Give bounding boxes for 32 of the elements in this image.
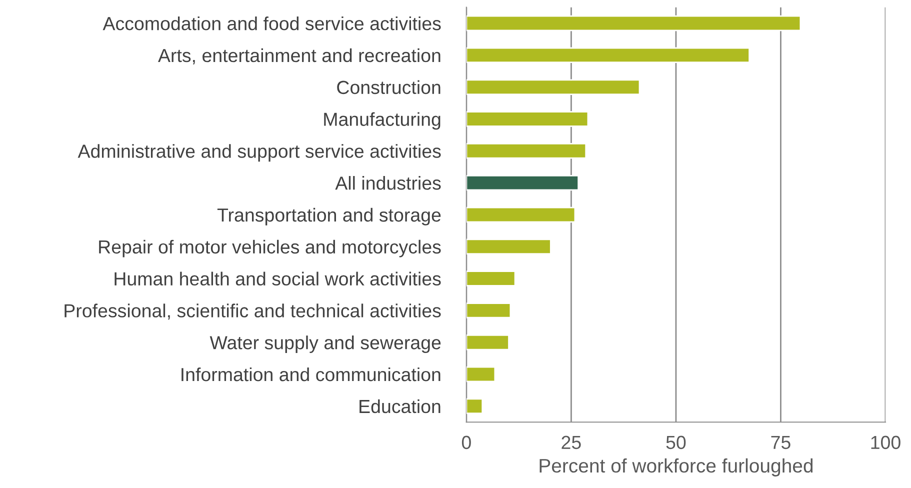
bar xyxy=(466,206,576,223)
y-tick-label: Transportation and storage xyxy=(217,208,441,226)
bar xyxy=(466,143,587,159)
y-tick-label: Manufacturing xyxy=(324,112,440,130)
y-tick-label: Repair of motor vehicles and motorcycles xyxy=(99,240,441,258)
bar xyxy=(466,174,580,191)
y-tick-label: All industries xyxy=(335,176,441,190)
x-tick-label: 0 xyxy=(462,436,471,450)
y-tick-label: Information and communication xyxy=(182,367,440,382)
x-tick-label: 50 xyxy=(666,436,686,450)
y-tick-label: Administrative and support service activities xyxy=(78,144,441,162)
y-tick-label: Accomodation and food service activities xyxy=(102,16,441,30)
bar xyxy=(466,47,750,64)
bar xyxy=(466,334,510,350)
x-tick-label: 100 xyxy=(871,436,900,450)
bar xyxy=(466,238,552,254)
bar xyxy=(466,398,484,414)
y-tick-label: Arts, entertainment and recreation xyxy=(158,48,440,64)
y-tick-label: Water supply and sewerage xyxy=(210,336,441,354)
y-tick-label: Professional, scientific and technical activities xyxy=(64,304,441,320)
bar xyxy=(466,15,802,32)
bar xyxy=(466,111,589,127)
x-tick-label: 25 xyxy=(562,436,581,450)
y-tick-label: Construction xyxy=(337,80,440,94)
y-tick-label: Human health and social work activities xyxy=(114,272,441,286)
bar xyxy=(466,302,512,318)
x-axis-title: Percent of workforce furloughed xyxy=(540,458,813,476)
bar xyxy=(466,270,516,286)
bar xyxy=(466,366,496,382)
x-tick-label: 75 xyxy=(771,436,790,450)
bar xyxy=(466,79,640,95)
y-tick-label: Education xyxy=(360,399,440,414)
